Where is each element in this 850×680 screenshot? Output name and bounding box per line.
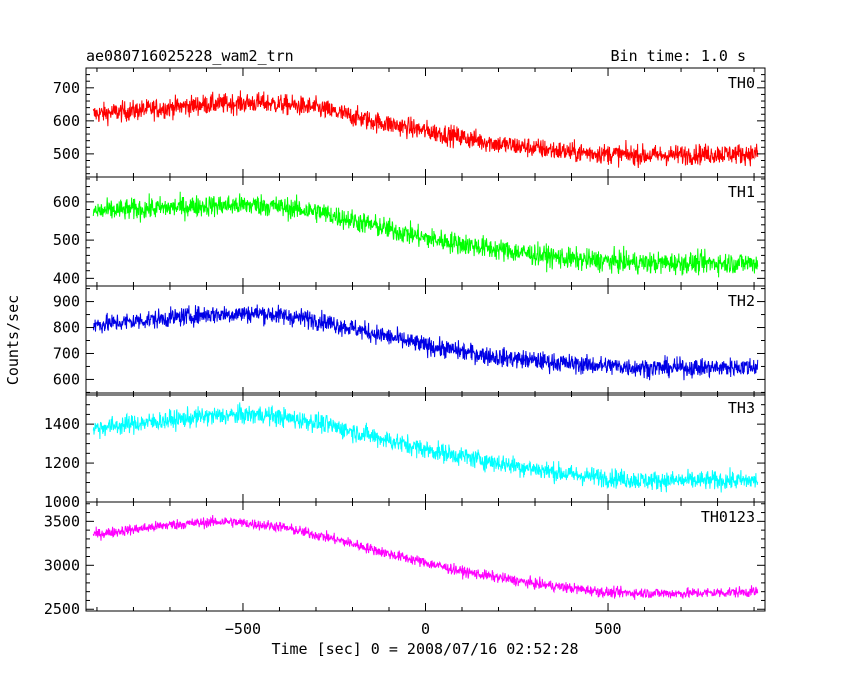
x-tick-label: 0 — [421, 620, 430, 638]
x-tick-label: 500 — [594, 620, 621, 638]
x-axis-label: Time [sec] 0 = 2008/07/16 02:52:28 — [271, 640, 578, 658]
y-tick-label: 1000 — [44, 493, 80, 511]
panel-th3: 1000 1200 1400 TH3 — [44, 392, 766, 511]
chart-title: ae080716025228_wam2_trn — [86, 47, 294, 65]
panel-label: TH0 — [728, 74, 755, 92]
y-tick-label: 1400 — [44, 415, 80, 433]
y-tick-label: 600 — [53, 112, 80, 130]
y-tick-label: 1200 — [44, 454, 80, 472]
y-tick-label: 500 — [53, 145, 80, 163]
panel-th2: 600 700 800 900 TH2 — [53, 285, 766, 396]
y-tick-label: 700 — [53, 344, 80, 362]
y-tick-label: 400 — [53, 269, 80, 287]
panel-frame — [85, 176, 766, 287]
y-tick-label: 700 — [53, 79, 80, 97]
y-tick-label: 3000 — [44, 556, 80, 574]
panel-label: TH3 — [728, 399, 755, 417]
series-line-th0123 — [92, 514, 759, 600]
y-tick-label: 500 — [53, 231, 80, 249]
y-tick-label: 600 — [53, 193, 80, 211]
panel-label: TH2 — [728, 292, 755, 310]
y-axis-label: Counts/sec — [4, 295, 22, 385]
panel-th1: 400 500 600 TH1 — [53, 176, 766, 287]
panel-label: TH0123 — [701, 508, 755, 526]
series-line-th3 — [92, 402, 759, 493]
panel-label: TH1 — [728, 183, 755, 201]
series-line-th2 — [92, 304, 759, 381]
series-line-th0 — [92, 90, 759, 169]
y-tick-label: 900 — [53, 293, 80, 311]
panel-th0123: 2500 3000 3500 TH0123 — [44, 501, 766, 618]
series-line-th1 — [92, 191, 759, 278]
x-tick-label: −500 — [225, 620, 261, 638]
panel-frame — [85, 67, 766, 178]
bin-time-label: Bin time: 1.0 s — [611, 47, 746, 65]
y-tick-label: 600 — [53, 370, 80, 388]
panels-group: 500 600 700 TH0 400 500 600 TH1 600 700 800 900 TH2 1… — [44, 67, 766, 638]
y-tick-label: 2500 — [44, 600, 80, 618]
y-tick-label: 3500 — [44, 512, 80, 530]
panel-th0: 500 600 700 TH0 — [53, 67, 766, 178]
y-tick-label: 800 — [53, 319, 80, 337]
